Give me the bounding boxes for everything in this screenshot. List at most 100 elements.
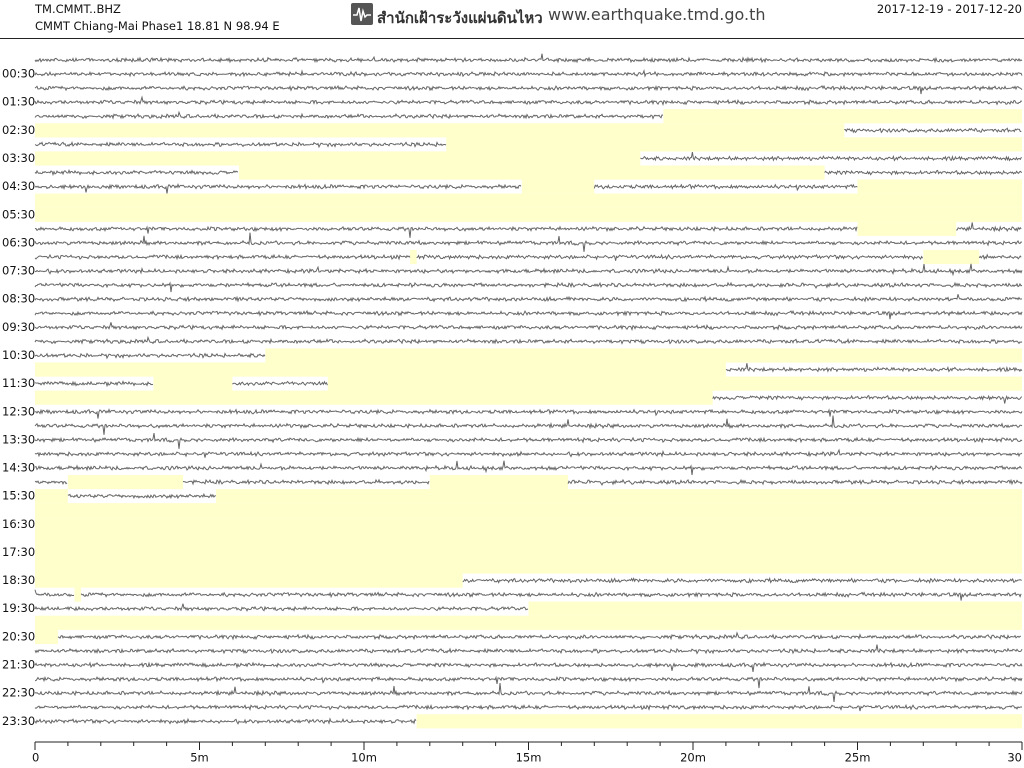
seismic-trace — [34, 110, 664, 120]
seismic-trace — [34, 415, 1023, 435]
data-gap — [35, 615, 1022, 630]
x-tick-label: 20m — [680, 751, 706, 765]
y-tick-label: 18:30 — [2, 573, 35, 587]
seismic-trace — [34, 352, 266, 360]
y-tick-label: 12:30 — [2, 404, 35, 418]
y-tick-label: 01:30 — [2, 95, 35, 109]
data-gap — [35, 545, 1022, 560]
seismic-trace — [34, 294, 1023, 303]
seismic-trace — [34, 703, 1023, 712]
x-tick-label: 10m — [351, 751, 377, 765]
data-gap — [446, 137, 1022, 152]
seismic-trace — [34, 281, 1023, 293]
data-gap — [663, 109, 1022, 124]
data-gap — [153, 376, 233, 391]
seismic-trace — [67, 492, 216, 500]
seismic-trace — [34, 644, 1023, 655]
data-gap — [410, 249, 417, 265]
data-gap — [74, 587, 82, 602]
data-gap — [923, 249, 980, 265]
seismic-trace — [416, 253, 924, 261]
y-tick-label: 09:30 — [2, 320, 35, 334]
agency-name: สำนักเฝ้าระวังแผ่นดินไหว — [377, 9, 543, 27]
seismic-trace — [34, 253, 411, 261]
y-tick-label: 16:30 — [2, 517, 35, 531]
data-gap — [35, 362, 726, 377]
data-gap — [238, 165, 825, 180]
data-gap — [35, 559, 1022, 574]
data-gap — [35, 123, 845, 138]
seismic-trace — [34, 675, 1023, 689]
y-tick-label: 00:30 — [2, 67, 35, 81]
y-tick-label: 14:30 — [2, 461, 35, 475]
data-gap — [857, 179, 1022, 194]
x-tick-label: 0 — [32, 751, 39, 765]
y-tick-label: 13:30 — [2, 432, 35, 446]
station-code: TM.CMMT..BHZ — [35, 2, 121, 16]
seismic-trace — [712, 394, 1023, 404]
y-tick-label: 17:30 — [2, 545, 35, 559]
seismic-trace — [34, 232, 1023, 252]
seismic-trace — [34, 141, 447, 149]
seismic-trace — [232, 380, 328, 387]
seismic-trace — [34, 682, 1023, 703]
seismic-trace — [34, 309, 1023, 320]
data-gap — [429, 475, 568, 490]
seismic-trace — [34, 448, 1023, 458]
seismic-trace — [34, 589, 75, 598]
seismic-trace — [34, 603, 529, 612]
data-gap — [35, 503, 1022, 518]
y-tick-label: 20:30 — [2, 629, 35, 643]
data-gap — [35, 390, 713, 405]
data-gap — [528, 601, 1022, 616]
seismic-trace — [956, 222, 1022, 233]
y-tick-label: 19:30 — [2, 601, 35, 615]
y-tick-label: 02:30 — [2, 123, 35, 137]
seismic-trace — [34, 263, 1023, 277]
y-tick-label: 06:30 — [2, 235, 35, 249]
date-range: 2017-12-19 - 2017-12-20 — [876, 2, 1022, 16]
seismic-trace — [182, 478, 430, 486]
data-gap — [35, 629, 59, 644]
seismic-trace — [34, 433, 1023, 449]
y-tick-label: 03:30 — [2, 151, 35, 165]
agency-logo — [351, 3, 373, 25]
x-tick-label: 30 — [1007, 751, 1022, 765]
y-tick-label: 11:30 — [2, 376, 35, 390]
seismic-trace — [34, 380, 154, 388]
seismic-trace — [80, 591, 1022, 601]
data-gap — [35, 573, 463, 588]
y-tick-label: 04:30 — [2, 179, 35, 193]
y-tick-label: 07:30 — [2, 264, 35, 278]
data-gap — [67, 475, 184, 490]
y-tick-label: 21:30 — [2, 658, 35, 672]
seismic-trace — [34, 68, 1023, 78]
data-gap — [35, 531, 1022, 546]
seismic-trace — [57, 631, 1022, 641]
data-gap — [35, 489, 68, 504]
data-gap — [35, 517, 1022, 532]
x-tick-label: 25m — [845, 751, 871, 765]
data-gap — [857, 221, 957, 236]
seismic-trace — [844, 127, 1022, 134]
seismic-trace — [725, 363, 1023, 373]
data-gap — [215, 489, 1022, 504]
seismic-trace — [34, 225, 858, 238]
data-gap — [265, 348, 1022, 363]
seismic-trace — [34, 717, 417, 725]
data-gap — [35, 207, 1022, 222]
seismic-trace — [34, 169, 239, 177]
data-gap — [521, 179, 595, 194]
x-tick-label: 5m — [190, 751, 209, 765]
data-gap — [327, 376, 1022, 391]
seismic-trace — [34, 480, 68, 486]
seismic-trace — [593, 183, 858, 192]
seismic-trace — [34, 53, 1023, 64]
seismic-trace — [640, 152, 1022, 162]
seismic-trace — [34, 408, 1023, 419]
seismic-trace — [34, 84, 1023, 95]
seismic-trace — [34, 460, 1023, 476]
agency-url: www.earthquake.tmd.go.th — [548, 5, 766, 24]
